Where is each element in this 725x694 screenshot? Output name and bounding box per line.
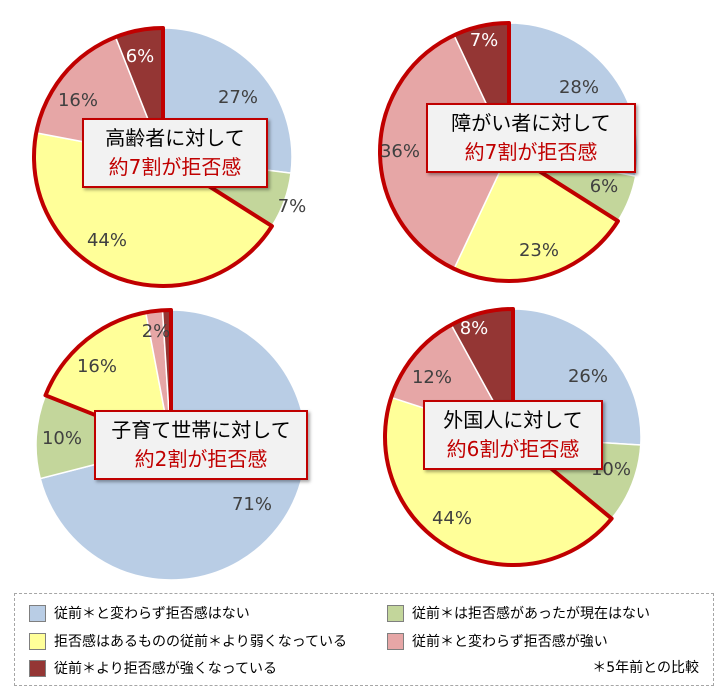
- callout-elderly: 高齢者に対して 約7割が拒否感: [82, 118, 268, 188]
- pie3-label-strong-as-before: 2%: [142, 321, 171, 342]
- pie3-resistance-outline: [43, 308, 173, 447]
- pie-charts-area: 27% 7% 44% 16% 6% 28% 6% 23% 36% 7% 71% 10% 16% 2% 26%…: [32, 21, 642, 581]
- legend-item-had-resistance-none-now: 従前＊は拒否感があったが現在はない: [387, 603, 650, 623]
- pie1-label-stronger-than-before: 6%: [126, 46, 155, 67]
- legend-item-weaker-than-before: 拒否感はあるものの従前＊より弱くなっている: [29, 631, 347, 651]
- pie1-label-strong-as-before: 16%: [58, 90, 98, 111]
- legend: 従前＊と変わらず拒否感はない 従前＊は拒否感があったが現在はない 拒否感はあるも…: [14, 593, 714, 686]
- callout-disabled-summary: 約7割が拒否感: [464, 140, 598, 164]
- pie1-label-weaker-than-before: 44%: [87, 230, 127, 251]
- legend-label-no-resistance: 従前＊と変わらず拒否感はない: [54, 606, 250, 622]
- legend-swatch-strong-as-before: [387, 632, 404, 650]
- callout-foreigners-title: 外国人に対して: [443, 408, 583, 432]
- callout-childrearing-title: 子育て世帯に対して: [111, 418, 291, 442]
- legend-swatch-weaker-than-before: [29, 632, 46, 650]
- pie3-label-weaker-than-before: 16%: [77, 356, 117, 377]
- callout-childrearing: 子育て世帯に対して 約2割が拒否感: [94, 410, 308, 480]
- pie2-label-had-resistance-none-now: 6%: [590, 176, 619, 197]
- pie4-label-no-resistance: 26%: [568, 366, 608, 387]
- legend-label-stronger-than-before: 従前＊より拒否感が強くなっている: [54, 661, 278, 677]
- pie2-label-no-resistance: 28%: [559, 77, 599, 98]
- pie3-label-had-resistance-none-now: 10%: [42, 428, 82, 449]
- legend-swatch-had-resistance-none-now: [387, 604, 404, 622]
- legend-label-strong-as-before: 従前＊と変わらず拒否感が強い: [412, 634, 608, 650]
- callout-disabled: 障がい者に対して 約7割が拒否感: [426, 103, 636, 173]
- pie4-label-weaker-than-before: 44%: [432, 508, 472, 529]
- legend-item-strong-as-before: 従前＊と変わらず拒否感が強い: [387, 631, 608, 651]
- pie1-label-had-resistance-none-now: 7%: [278, 196, 307, 217]
- legend-swatch-no-resistance: [29, 604, 46, 622]
- callout-disabled-title: 障がい者に対して: [451, 111, 611, 135]
- pie2-label-strong-as-before: 36%: [380, 141, 420, 162]
- pie3-label-no-resistance: 71%: [232, 494, 272, 515]
- legend-swatch-stronger-than-before: [29, 659, 46, 677]
- pie1-resistance-outline: [32, 26, 274, 288]
- callout-foreigners-summary: 約6割が拒否感: [446, 437, 580, 461]
- legend-item-no-resistance: 従前＊と変わらず拒否感はない: [29, 603, 250, 623]
- pie1-label-no-resistance: 27%: [218, 87, 258, 108]
- legend-note: ＊5年前との比較: [592, 660, 699, 676]
- pie4-resistance-outline: [383, 307, 614, 567]
- pie2-label-weaker-than-before: 23%: [519, 240, 559, 261]
- pie4-label-stronger-than-before: 8%: [460, 318, 489, 339]
- callout-elderly-title: 高齢者に対して: [105, 126, 245, 150]
- pie2-resistance-outline: [378, 21, 620, 283]
- legend-label-weaker-than-before: 拒否感はあるものの従前＊より弱くなっている: [54, 634, 348, 650]
- legend-item-stronger-than-before: 従前＊より拒否感が強くなっている: [29, 658, 277, 678]
- pie2-label-stronger-than-before: 7%: [470, 30, 499, 51]
- legend-label-had-resistance-none-now: 従前＊は拒否感があったが現在はない: [412, 606, 650, 622]
- callout-elderly-summary: 約7割が拒否感: [108, 155, 242, 179]
- callout-foreigners: 外国人に対して 約6割が拒否感: [423, 400, 603, 470]
- callout-childrearing-summary: 約2割が拒否感: [134, 447, 268, 471]
- pie4-label-strong-as-before: 12%: [412, 367, 452, 388]
